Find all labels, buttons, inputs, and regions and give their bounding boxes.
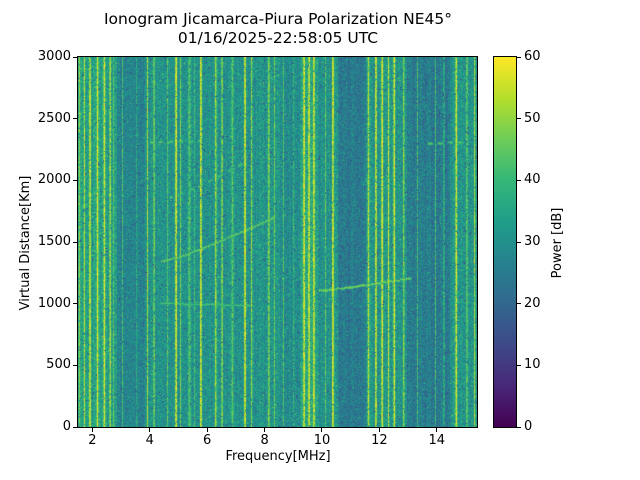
y-tick-mark — [73, 426, 77, 428]
x-tick-mark — [378, 428, 380, 432]
y-tick-label: 2000 — [37, 172, 71, 188]
y-tick-mark — [73, 118, 77, 120]
x-tick-mark — [264, 428, 266, 432]
x-tick-label: 12 — [371, 433, 388, 448]
colorbar-tick-label: 0 — [524, 419, 533, 434]
colorbar-border — [493, 56, 517, 428]
colorbar-tick-mark — [517, 118, 521, 120]
x-tick-mark — [436, 428, 438, 432]
x-tick-mark — [149, 428, 151, 432]
ionogram-heatmap-canvas — [78, 57, 477, 427]
colorbar-tick-mark — [517, 426, 521, 428]
x-axis-label: Frequency[MHz] — [225, 449, 331, 464]
y-tick-mark — [73, 56, 77, 58]
y-tick-mark — [73, 364, 77, 366]
colorbar-tick-label: 60 — [524, 49, 541, 64]
y-tick-label: 3000 — [37, 49, 71, 64]
y-tick-mark — [73, 179, 77, 181]
x-tick-label: 4 — [145, 433, 154, 448]
plot-axes-border — [77, 56, 478, 428]
y-tick-mark — [73, 303, 77, 305]
x-tick-label: 14 — [428, 433, 446, 448]
y-axis-label: Virtual Distance[Km] — [18, 175, 33, 311]
colorbar-tick-label: 30 — [524, 234, 541, 249]
x-tick-label: 8 — [260, 433, 269, 448]
x-tick-mark — [206, 428, 208, 432]
colorbar-tick-mark — [517, 364, 521, 366]
colorbar-tick-mark — [517, 241, 521, 243]
y-tick-label: 1500 — [37, 234, 71, 249]
chart-title: Ionogram Jicamarca-Piura Polarization NE… — [103, 10, 453, 28]
colorbar-gradient-canvas — [494, 57, 516, 427]
chart-subtitle: 01/16/2025-22:58:05 UTC — [177, 29, 379, 47]
x-tick-label: 2 — [88, 433, 97, 448]
y-tick-label: 500 — [46, 357, 71, 373]
x-tick-mark — [91, 428, 93, 432]
colorbar-tick-mark — [517, 303, 521, 305]
colorbar-tick-label: 10 — [524, 357, 541, 373]
x-tick-label: 6 — [203, 433, 212, 448]
y-tick-label: 2500 — [37, 110, 71, 126]
x-tick-mark — [321, 428, 323, 432]
y-tick-label: 0 — [62, 419, 71, 434]
colorbar-tick-mark — [517, 179, 521, 181]
y-tick-mark — [73, 241, 77, 243]
colorbar-tick-mark — [517, 56, 521, 58]
colorbar-tick-label: 40 — [524, 172, 541, 188]
colorbar-tick-label: 20 — [524, 295, 541, 311]
y-tick-label: 1000 — [37, 295, 71, 311]
colorbar-tick-label: 50 — [524, 110, 541, 126]
colorbar-label: Power [dB] — [550, 207, 565, 279]
x-tick-label: 10 — [313, 433, 331, 448]
